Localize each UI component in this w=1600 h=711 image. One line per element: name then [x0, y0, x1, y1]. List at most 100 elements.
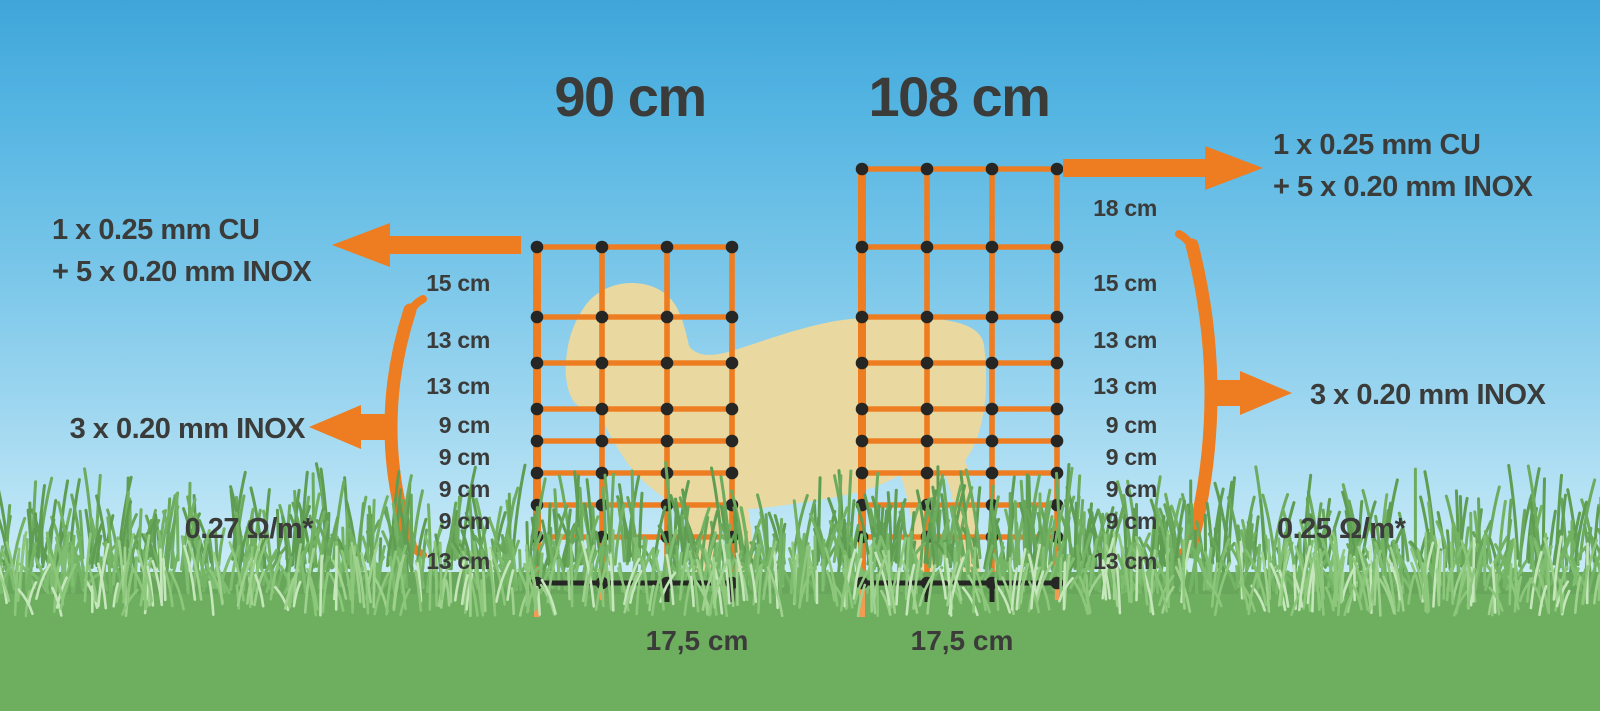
grass-blade	[1424, 583, 1428, 613]
grass-blade	[1485, 485, 1501, 566]
grass-blade	[1015, 548, 1027, 611]
grass-blade	[938, 528, 949, 566]
net-knot	[1050, 402, 1064, 416]
grass-blade	[518, 548, 523, 592]
net-horizontal-wire	[534, 470, 735, 476]
grass-blade	[1290, 582, 1308, 616]
grass-blade	[253, 570, 265, 607]
grass-blade	[1010, 567, 1019, 611]
grass-blade	[506, 534, 517, 589]
grass-blade	[1101, 537, 1115, 600]
grass-blade	[1488, 586, 1504, 612]
grass-blade	[245, 571, 258, 592]
grass-blade	[506, 569, 515, 601]
grass-blade	[1572, 567, 1580, 587]
grass-blade	[1473, 544, 1486, 593]
grass-blade	[852, 558, 863, 600]
grass-blade	[772, 547, 779, 610]
grass-blade	[938, 568, 947, 600]
grass-blade	[1117, 533, 1131, 603]
grass-blade	[1483, 530, 1493, 565]
grass-blade	[1596, 527, 1600, 537]
grass-blade	[1058, 577, 1074, 603]
grass-blade	[564, 508, 572, 568]
net-knot	[855, 466, 869, 480]
grass-blade	[567, 569, 571, 601]
grass-blade	[889, 571, 898, 609]
grass-blade	[1587, 550, 1600, 593]
measure-tick	[989, 583, 995, 602]
grass-blade	[832, 506, 849, 564]
grass-blade	[26, 527, 36, 568]
net-horizontal-wire	[534, 406, 735, 412]
grass-blade	[1048, 518, 1057, 566]
grass-blade	[187, 540, 203, 601]
grass-front-layer	[0, 530, 1600, 618]
net-knot	[725, 402, 739, 416]
net-knot	[530, 466, 544, 480]
grass-blade	[867, 554, 877, 615]
grass-blade	[332, 559, 348, 600]
grass-blade	[1073, 580, 1089, 616]
grass-blade	[1423, 470, 1438, 559]
grass-blade	[386, 535, 393, 568]
net-90-post-spacing-label: 17,5 cm	[645, 625, 749, 656]
grass-blade	[328, 572, 345, 612]
net-knot	[855, 402, 869, 416]
grass-blade	[1410, 561, 1423, 600]
net-knot	[1050, 310, 1064, 324]
grass-blade	[1180, 539, 1192, 604]
grass-blade	[1318, 548, 1325, 600]
grass-blade	[1593, 574, 1600, 605]
arrow-left-mid	[309, 405, 393, 449]
grass-blade	[718, 568, 729, 605]
net-vertical-wire	[924, 169, 930, 583]
grass-blade	[1466, 567, 1476, 606]
grass-blade	[665, 553, 675, 606]
net-knot	[660, 402, 674, 416]
grass-blade	[629, 569, 643, 604]
grass-blade	[1255, 572, 1268, 607]
grass-blade	[1445, 567, 1453, 602]
grass-blade	[1188, 543, 1203, 593]
grass-blade	[308, 514, 318, 568]
grass-blade	[1457, 541, 1474, 606]
net-knot	[595, 434, 609, 448]
grass-blade	[616, 499, 626, 563]
grass-blade	[1030, 543, 1042, 610]
grass-blade	[1120, 562, 1131, 590]
grass-blade	[994, 577, 1000, 611]
grass-blade	[212, 551, 224, 606]
grass-blade	[843, 554, 849, 609]
grass-blade	[1035, 561, 1054, 603]
grass-blade	[388, 556, 397, 595]
grass-blade	[1302, 473, 1313, 565]
grass-blade	[94, 473, 102, 565]
grass-blade	[1333, 557, 1339, 602]
net-90-gap-label: 9 cm	[438, 508, 491, 534]
grass-blade	[392, 513, 409, 576]
grass-blade	[86, 563, 98, 603]
grass-blade	[1302, 555, 1315, 610]
grass-blade	[1427, 501, 1436, 574]
grass-blade	[488, 560, 497, 617]
grass-blade	[655, 557, 665, 611]
grass-blade	[1507, 463, 1520, 560]
grass-blade	[306, 567, 319, 611]
grass-blade	[626, 536, 631, 563]
grass-blade	[162, 557, 167, 602]
net-knot	[920, 402, 934, 416]
net-knot	[920, 162, 934, 176]
grass-blade	[769, 537, 776, 589]
grass-blade	[1248, 523, 1254, 566]
grass-blade	[1082, 518, 1091, 569]
grass-blade	[59, 563, 77, 610]
grass-blade	[1028, 580, 1040, 614]
grass-blade	[399, 588, 411, 617]
grass-blade	[1557, 550, 1568, 588]
grass-blade	[193, 540, 208, 588]
grass-blade	[542, 553, 551, 575]
grass-blade	[112, 582, 120, 608]
grass-blade	[333, 574, 338, 601]
